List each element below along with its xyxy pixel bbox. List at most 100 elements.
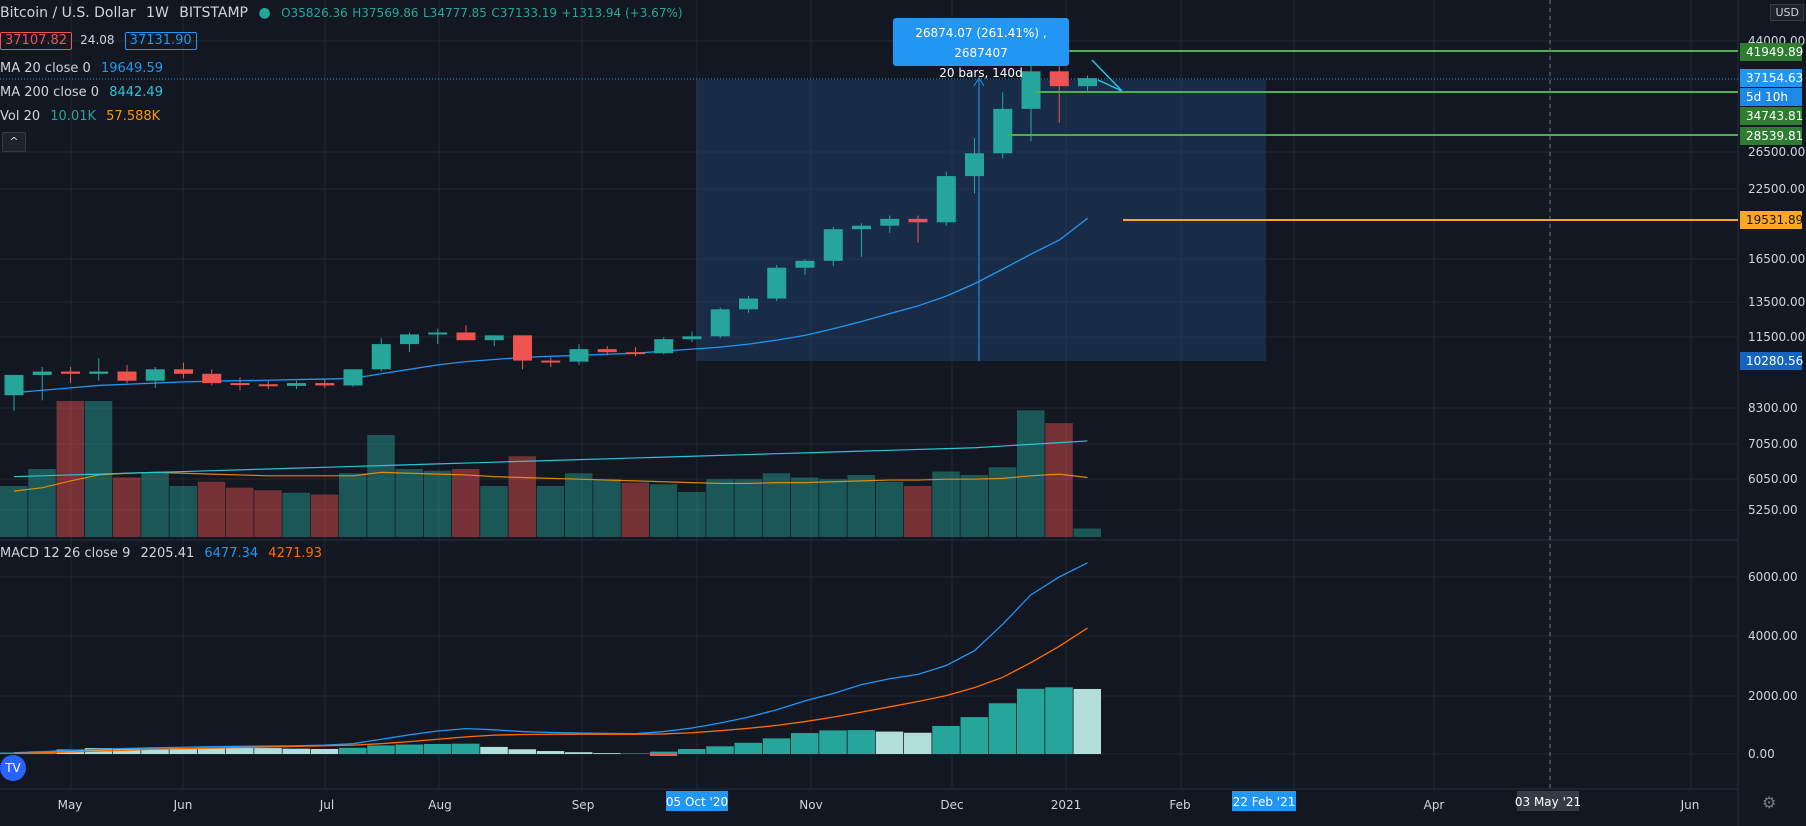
candle-body (626, 352, 645, 355)
collapse-legend-button[interactable]: ^ (2, 132, 26, 152)
candle-body (400, 334, 419, 345)
time-tick-label: Sep (572, 798, 595, 812)
candle-body (174, 369, 193, 374)
volume-bar (226, 487, 254, 537)
volume-legend[interactable]: Vol 20 10.01K 57.588K (0, 108, 160, 126)
candle-body (795, 260, 815, 268)
volume-bar (28, 469, 56, 537)
volume-bar (875, 481, 904, 537)
price-label-box (1740, 69, 1802, 87)
tradingview-logo-icon[interactable]: TV (0, 755, 26, 781)
ohlc-open: O35826.36 (281, 6, 348, 20)
measure-tooltip: 26874.07 (261.41%) , 2687407 20 bars, 14… (893, 18, 1069, 80)
measure-arrow-head (973, 77, 985, 87)
candle-body (61, 371, 80, 374)
macd-histogram-bar (678, 748, 706, 754)
interval-label[interactable]: 1W (146, 5, 169, 21)
symbol-name[interactable]: Bitcoin / U.S. Dollar (0, 5, 136, 21)
macd-histogram-bar (367, 745, 395, 754)
candle-body (4, 374, 24, 396)
macd-histogram-bar (875, 731, 904, 754)
macd-label: MACD 12 26 close 9 (0, 546, 131, 561)
volume-bar (678, 491, 706, 537)
macd-signal-line (13, 627, 1088, 755)
macd-histogram-bar (452, 743, 480, 754)
price-label-box (1740, 127, 1802, 145)
symbol-row: Bitcoin / U.S. Dollar 1W BITSTAMP ● O358… (0, 4, 683, 22)
macd-histogram-bar (395, 744, 423, 754)
price-tick-label: 8300.00 (1748, 401, 1798, 415)
price-label-box (1740, 43, 1802, 61)
candle-body (541, 360, 561, 363)
time-highlight-box (1232, 791, 1296, 811)
macd-histogram-bar (762, 738, 791, 754)
volume-bar (1073, 528, 1101, 537)
spread-value: 24.08 (80, 33, 115, 47)
volume-bar (791, 477, 819, 537)
macd-histogram-bar (960, 717, 988, 754)
price-label: 10280.56 (1746, 354, 1803, 368)
volume-bar (621, 482, 649, 537)
candle-body (682, 336, 702, 340)
volume-bar (1045, 423, 1073, 537)
macd-histogram-bar (791, 733, 819, 754)
volume-bar (1017, 410, 1045, 537)
ohlc-low: L34777.85 (423, 6, 487, 20)
volume-bar (480, 486, 508, 537)
volume-bar (819, 479, 847, 537)
macd-histogram-bar (339, 747, 367, 754)
candle-body (739, 298, 758, 310)
sell-button[interactable]: 37107.82 (0, 32, 73, 50)
candle-body (456, 332, 476, 341)
macd-histogram-bar (113, 748, 141, 754)
vol-ma-value: 57.588K (106, 109, 161, 124)
volume-bar (649, 484, 678, 537)
macd-legend[interactable]: MACD 12 26 close 9 2205.41 6477.34 4271.… (0, 545, 322, 563)
time-tick-label: Feb (1169, 798, 1190, 812)
macd-histogram-bar (423, 743, 452, 754)
volume-bar (56, 401, 84, 537)
time-tick-label: Jun (1680, 798, 1700, 812)
candle-body (343, 369, 363, 386)
currency-button[interactable]: USD (1770, 4, 1804, 21)
ma200-legend[interactable]: MA 200 close 0 8442.49 (0, 84, 163, 102)
ma20-line (13, 217, 1088, 394)
volume-bar (310, 494, 339, 537)
volume-bar (141, 473, 169, 537)
volume-ma-line (13, 471, 1088, 492)
macd-histogram-bar (932, 725, 960, 754)
macd-histogram-bar (536, 751, 565, 754)
macd-histogram-bar (310, 748, 339, 754)
candle-body (89, 371, 109, 374)
ma200-value: 8442.49 (109, 85, 163, 100)
ma20-legend[interactable]: MA 20 close 0 19649.59 (0, 60, 163, 78)
market-status-icon: ● (258, 5, 271, 21)
time-tick-label: Jul (319, 798, 334, 812)
price-tick-label: 11500.00 (1748, 330, 1805, 344)
time-highlight-box (666, 791, 728, 811)
volume-bar (452, 469, 480, 537)
time-highlight-label: 03 May '21 (1515, 795, 1581, 809)
price-tick-label: 5250.00 (1748, 503, 1798, 517)
gear-icon[interactable]: ⚙ (1762, 793, 1777, 812)
macd-histogram-bar (1073, 688, 1101, 754)
volume-bar (593, 479, 621, 537)
macd-histogram-bar (226, 748, 254, 754)
time-highlight-box (1517, 791, 1579, 811)
candle-body (371, 344, 391, 370)
macd-histogram-bar (649, 754, 678, 756)
macd-histogram-bar (1045, 687, 1073, 754)
candle-body (654, 339, 674, 354)
price-label: 28539.81 (1746, 129, 1803, 143)
price-tick-label: 13500.00 (1748, 295, 1805, 309)
macd-histogram-bar (254, 748, 282, 754)
macd-histogram-bar (0, 752, 28, 754)
volume-bar (706, 479, 734, 537)
macd-tick-label: 2000.00 (1748, 689, 1798, 703)
candle-body (428, 332, 448, 335)
buy-button[interactable]: 37131.90 (124, 32, 197, 50)
volume-bar (423, 470, 452, 537)
bid-ask-row: 37107.82 24.08 37131.90 (0, 31, 201, 50)
ohlc-close: C37133.19 (491, 6, 558, 20)
